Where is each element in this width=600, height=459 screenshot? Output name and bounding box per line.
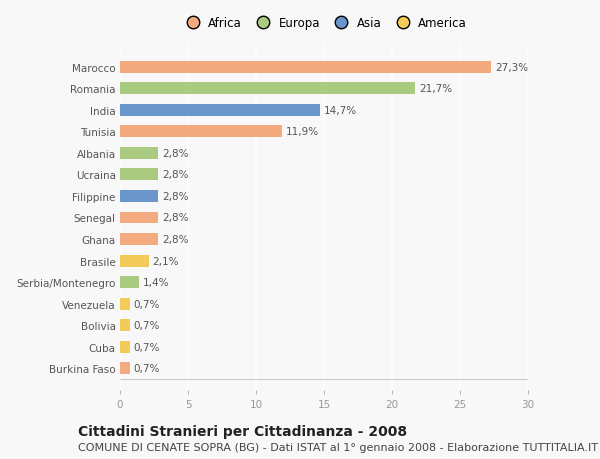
Text: 11,9%: 11,9% — [286, 127, 319, 137]
Text: 21,7%: 21,7% — [419, 84, 452, 94]
Bar — [120, 234, 158, 246]
Bar — [120, 190, 158, 202]
Bar — [120, 212, 158, 224]
Legend: Africa, Europa, Asia, America: Africa, Europa, Asia, America — [181, 17, 467, 30]
Bar — [120, 255, 149, 267]
Bar — [120, 148, 158, 159]
Text: 2,8%: 2,8% — [162, 235, 188, 245]
Bar — [120, 341, 130, 353]
Text: 1,4%: 1,4% — [143, 278, 170, 287]
Bar — [120, 105, 320, 117]
Bar — [120, 126, 282, 138]
Bar — [120, 298, 130, 310]
Bar — [120, 83, 415, 95]
Text: 2,8%: 2,8% — [162, 213, 188, 223]
Bar — [120, 319, 130, 331]
Text: 0,7%: 0,7% — [134, 364, 160, 374]
Text: 0,7%: 0,7% — [134, 320, 160, 330]
Text: 14,7%: 14,7% — [324, 106, 357, 116]
Text: Cittadini Stranieri per Cittadinanza - 2008: Cittadini Stranieri per Cittadinanza - 2… — [78, 425, 407, 438]
Text: 2,8%: 2,8% — [162, 170, 188, 180]
Text: 0,7%: 0,7% — [134, 342, 160, 352]
Bar — [120, 169, 158, 181]
Text: 0,7%: 0,7% — [134, 299, 160, 309]
Text: 2,1%: 2,1% — [152, 256, 179, 266]
Bar — [120, 363, 130, 375]
Text: COMUNE DI CENATE SOPRA (BG) - Dati ISTAT al 1° gennaio 2008 - Elaborazione TUTTI: COMUNE DI CENATE SOPRA (BG) - Dati ISTAT… — [78, 442, 598, 452]
Text: 2,8%: 2,8% — [162, 191, 188, 202]
Bar — [120, 277, 139, 288]
Text: 27,3%: 27,3% — [496, 62, 529, 73]
Text: 2,8%: 2,8% — [162, 149, 188, 158]
Bar — [120, 62, 491, 73]
